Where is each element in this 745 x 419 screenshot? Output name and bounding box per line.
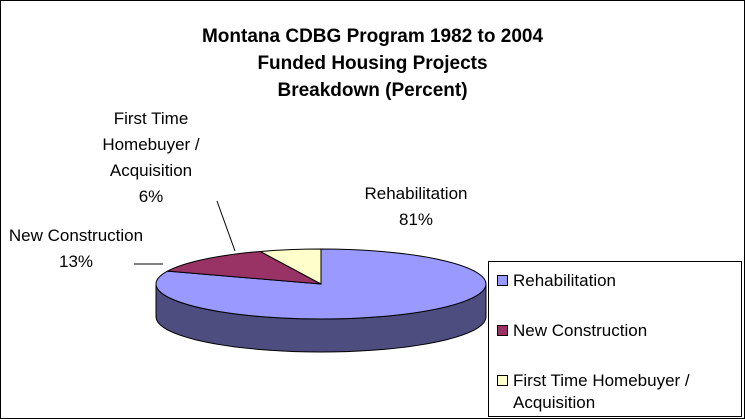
data-label-category: Rehabilitation [364,184,468,203]
pie-slice [258,248,322,285]
legend: Rehabilitation New Construction First Time… [488,261,742,417]
data-label-value: 13% [58,252,94,271]
chart-title: Montana CDBG Program 1982 to 2004 [201,26,544,47]
legend-label: Rehabilitation [513,271,617,290]
legend-label: First Time Homebuyer / Acquisition [513,371,690,412]
legend-swatch [497,275,508,286]
data-label-value: 81% [398,210,434,229]
pie-slice [165,250,322,285]
chart-title: Funded Housing Projects [257,53,488,74]
data-label-category: First Time Homebuyer / Acquisition [102,109,200,180]
legend-label: New Construction [513,321,648,340]
data-label: Rehabilitation 81% [331,181,501,233]
data-label-value: 6% [138,187,164,206]
legend-swatch [497,325,508,336]
leader-line [216,200,236,252]
data-label-category: New Construction [8,226,144,245]
legend-item: Rehabilitation [497,270,737,292]
legend-item: First Time Homebuyer / Acquisition [497,370,737,414]
pie-slice [155,248,487,320]
data-label: First Time Homebuyer / Acquisition 6% [71,106,231,210]
legend-item: New Construction [497,320,737,342]
data-label: New Construction 13% [1,223,151,275]
legend-swatch [497,375,508,386]
chart-title: Breakdown (Percent) [277,80,468,101]
